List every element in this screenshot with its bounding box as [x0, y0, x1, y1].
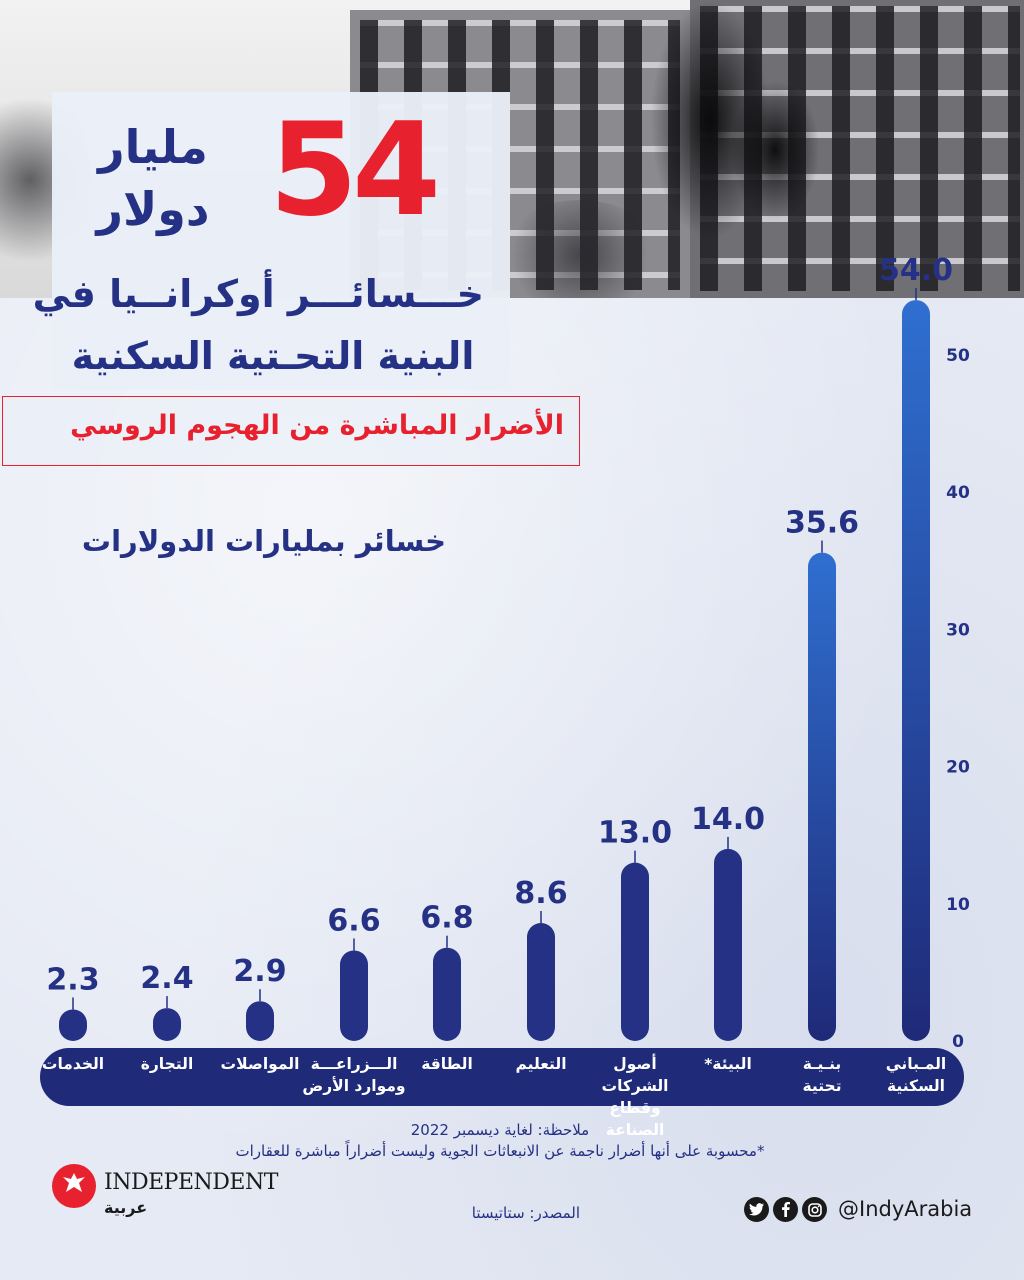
headline-unit-line2: دولار — [96, 182, 210, 236]
y-tick-10: 10 — [946, 895, 970, 915]
bar-value-label-7: 2.9 — [233, 954, 286, 989]
category-band — [40, 1048, 964, 1106]
y-tick-50: 50 — [946, 346, 970, 366]
bar-3 — [621, 862, 649, 1041]
bar-value-label-4: 8.6 — [514, 876, 567, 911]
bar-5 — [433, 947, 461, 1041]
social-links: @IndyArabia — [744, 1195, 974, 1225]
twitter-icon[interactable] — [744, 1197, 769, 1222]
bar-value-label-0: 54.0 — [879, 253, 953, 288]
source-text: المصدر: ستاتيستا — [471, 1204, 580, 1222]
logo-wordmark: INDEPENDENT — [104, 1170, 278, 1195]
category-label-7: المواصلات — [220, 1055, 300, 1073]
bar-7 — [246, 1001, 274, 1041]
bar-value-label-6: 6.6 — [327, 903, 380, 938]
title-card — [52, 92, 510, 390]
subtitle-frame — [2, 396, 580, 466]
y-axis-caption: خسائر بمليارات الدولارات — [81, 524, 446, 558]
bar-value-label-5: 6.8 — [420, 901, 473, 936]
bar-0 — [902, 300, 930, 1041]
bar-8 — [153, 1008, 181, 1041]
subtitle: الأضرار المباشرة من الهجوم الروسي — [70, 410, 564, 441]
bar-value-label-1: 35.6 — [785, 506, 859, 541]
category-label-0: المـباني السكنية — [885, 1055, 947, 1095]
headline-title-line2: البنية التحـتية السكنية — [71, 334, 475, 378]
note-asterisk: *محسوبة على أنها أضرار ناجمة عن الانبعاث… — [235, 1142, 765, 1160]
bar-value-label-8: 2.4 — [140, 961, 193, 996]
y-tick-20: 20 — [946, 758, 970, 778]
category-label-1: بنـيـة تحتية — [802, 1055, 842, 1095]
note-date: ملاحظة: لغاية ديسمبر 2022 — [410, 1121, 590, 1139]
headline-title-line1: خـــسائـــر أوكرانــيا في — [32, 272, 484, 316]
category-label-9: الخدمات — [41, 1055, 105, 1073]
bar-2 — [714, 848, 742, 1041]
y-tick-30: 30 — [946, 620, 970, 640]
bar-1 — [808, 552, 836, 1041]
category-label-8: التجارة — [140, 1055, 194, 1073]
social-handle[interactable]: @IndyArabia — [838, 1197, 973, 1221]
eagle-icon — [63, 1173, 85, 1192]
bar-value-label-3: 13.0 — [598, 816, 672, 851]
logo-arabic: عربية — [104, 1198, 148, 1217]
category-label-3: أصول الشركات وقطاع الصناعة — [601, 1055, 669, 1139]
instagram-icon[interactable] — [802, 1197, 827, 1222]
category-label-6: الـــزراعـــة وموارد الأرض — [302, 1055, 406, 1095]
footnotes: ملاحظة: لغاية ديسمبر 2022 *محسوبة على أن… — [200, 1120, 800, 1162]
y-tick-0: 0 — [952, 1032, 964, 1052]
independent-logo: INDEPENDENT عربية — [52, 1164, 302, 1224]
bar-4 — [527, 923, 555, 1041]
bar-value-label-2: 14.0 — [691, 802, 765, 837]
category-label-2: البيئة* — [704, 1055, 752, 1073]
headline-number: 54 — [268, 96, 441, 245]
category-label-5: الطاقة — [421, 1055, 473, 1073]
y-tick-40: 40 — [946, 483, 970, 503]
bar-6 — [340, 950, 368, 1041]
category-label-4: التعليم — [515, 1055, 567, 1073]
bar-value-label-9: 2.3 — [46, 962, 99, 997]
bar-9 — [59, 1009, 87, 1041]
headline-unit-line1: مليار — [98, 120, 208, 174]
facebook-icon[interactable] — [773, 1197, 798, 1222]
